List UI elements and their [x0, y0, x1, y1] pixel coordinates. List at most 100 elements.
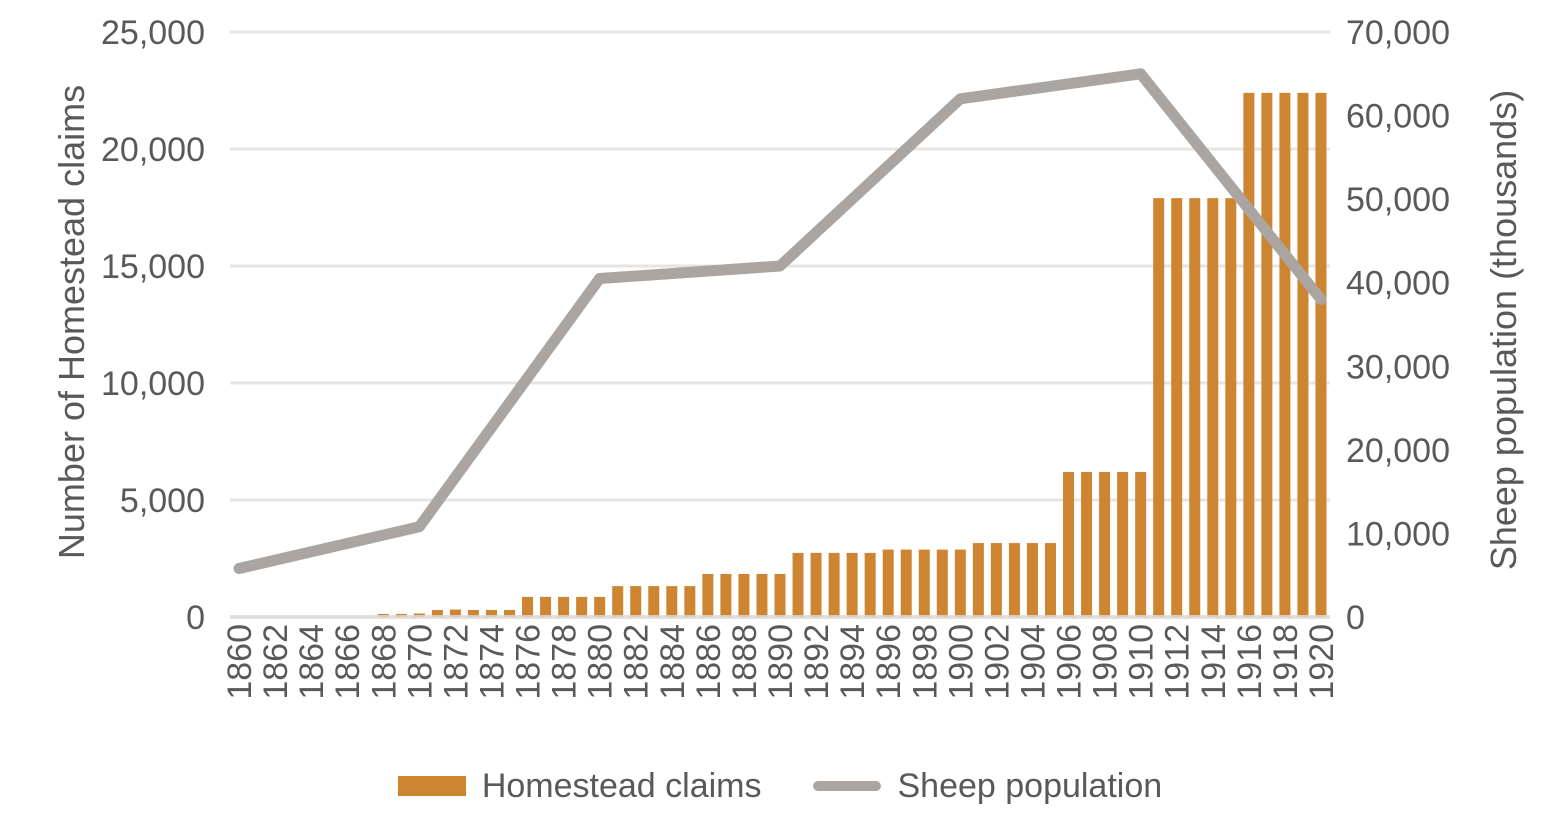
left-axis-title: Number of Homestead claims [51, 84, 92, 560]
homestead-claims-bar [612, 586, 624, 617]
x-axis-year-label: 1914 [1195, 624, 1233, 700]
right-axis-tick-label: 10,000 [1346, 515, 1450, 553]
homestead-claims-bar [558, 596, 570, 617]
homestead-claims-bar [990, 543, 1002, 617]
homestead-claims-bar [1297, 92, 1309, 618]
x-axis-year-label: 1862 [257, 624, 295, 700]
x-axis-year-label: 1896 [870, 624, 908, 700]
legend-item-homestead: Homestead claims [397, 766, 762, 806]
right-axis-tick-label: 50,000 [1346, 181, 1450, 219]
left-axis-tick-label: 15,000 [101, 248, 205, 286]
homestead-claims-bar [504, 609, 516, 617]
homestead-claims-bar [1081, 471, 1093, 617]
legend-item-sheep: Sheep population [813, 767, 1162, 806]
homestead-claims-bar [1153, 198, 1165, 617]
x-axis-year-label: 1918 [1267, 624, 1305, 700]
homestead-claims-bar [828, 552, 840, 617]
homestead-claims-bar [954, 549, 966, 617]
homestead-claims-bar [972, 543, 984, 617]
x-axis-year-label: 1868 [365, 624, 403, 700]
homestead-claims-bar [882, 549, 894, 617]
homestead-claims-bar [1171, 198, 1183, 617]
homestead-claims-bar [1279, 92, 1291, 618]
x-axis-year-label: 1894 [834, 624, 872, 700]
homestead-claims-bar [540, 596, 552, 617]
right-axis-tick-label: 40,000 [1346, 265, 1450, 303]
homestead-claims-bar [720, 573, 732, 617]
x-axis-year-label: 1872 [437, 624, 475, 700]
homestead-legend-label: Homestead claims [481, 766, 762, 805]
x-axis-year-label: 1880 [582, 624, 620, 700]
x-axis-year-label: 1876 [510, 624, 548, 700]
homestead-claims-bar [1207, 198, 1219, 617]
homestead-claims-bar [1261, 92, 1273, 618]
x-axis-year-label: 1916 [1231, 624, 1269, 700]
x-axis-year-label: 1860 [221, 624, 259, 700]
homestead-claims-bar [467, 609, 479, 617]
x-axis-year-label: 1888 [726, 624, 764, 700]
homestead-claims-bar [1135, 471, 1147, 617]
homestead-claims-bar [594, 596, 606, 617]
x-axis-year-label: 1910 [1123, 624, 1161, 700]
homestead-claims-bar [1026, 543, 1038, 617]
x-axis-year-label: 1892 [798, 624, 836, 700]
homestead-claims-bar [485, 609, 497, 617]
homestead-claims-bar [522, 596, 534, 617]
x-axis-year-label: 1900 [942, 624, 980, 700]
homestead-claims-bar [792, 552, 804, 617]
left-axis-tick-label: 5,000 [120, 482, 205, 520]
right-axis-tick-label: 60,000 [1346, 98, 1450, 136]
left-axis-tick-label: 0 [186, 599, 205, 637]
x-axis-year-label: 1866 [329, 624, 367, 700]
homestead-legend-swatch-icon [397, 776, 466, 796]
homestead-claims-bar [1243, 92, 1255, 618]
x-axis-year-label: 1904 [1014, 624, 1052, 700]
left-axis-tick-label: 10,000 [101, 365, 205, 403]
homestead-claims-bar [702, 573, 714, 617]
right-axis-title: Sheep population (thousands) [1483, 89, 1524, 571]
sheep-population-line [233, 68, 1327, 575]
homestead-claims-bar [684, 586, 696, 617]
homestead-claims-bar [774, 573, 786, 617]
x-axis-year-label: 1878 [546, 624, 584, 700]
homestead-claims-bar [756, 573, 768, 617]
x-axis-year-label: 1884 [654, 624, 692, 700]
homestead-claims-bar [1099, 471, 1111, 617]
x-axis-year-label: 1908 [1087, 624, 1125, 700]
x-axis-year-label: 1890 [762, 624, 800, 700]
x-axis-year-label: 1902 [978, 624, 1016, 700]
right-axis-tick-label: 20,000 [1346, 432, 1450, 470]
homestead-claims-bar [918, 549, 930, 617]
right-axis-tick-label: 0 [1346, 599, 1365, 637]
left-axis-tick-label: 20,000 [101, 131, 205, 169]
x-axis-year-label: 1864 [293, 624, 331, 700]
sheep-legend-label: Sheep population [897, 766, 1163, 805]
homestead-claims-bar [1189, 198, 1201, 617]
x-axis-year-label: 1912 [1159, 624, 1197, 700]
homestead-claims-bar [1063, 471, 1075, 617]
homestead-claims-bar [431, 609, 443, 617]
x-axis-year-label: 1898 [906, 624, 944, 700]
homestead-claims-bar [864, 552, 876, 617]
x-axis-year-label: 1870 [401, 624, 439, 700]
x-axis-year-label: 1920 [1303, 624, 1341, 700]
homestead-claims-bar [846, 552, 858, 617]
homestead-claims-bar [900, 549, 912, 617]
x-axis-year-label: 1886 [690, 624, 728, 700]
homestead-claims-bar [630, 586, 642, 617]
homestead-claims-bar [1008, 543, 1020, 617]
x-axis-year-label: 1906 [1051, 624, 1089, 700]
homestead-claims-bar [449, 609, 461, 617]
homestead-claims-bar [1315, 92, 1327, 618]
right-axis-tick-label: 30,000 [1346, 348, 1450, 386]
left-axis-tick-label: 25,000 [101, 14, 205, 52]
sheep-legend-swatch-icon [813, 781, 882, 791]
homestead-claims-bar [648, 586, 660, 617]
homestead-claims-bar [666, 586, 678, 617]
homestead-claims-bar [1044, 543, 1056, 617]
homestead-claims-bar [576, 596, 588, 617]
homestead-claims-bar [936, 549, 948, 617]
homestead-claims-bar [1117, 471, 1129, 617]
